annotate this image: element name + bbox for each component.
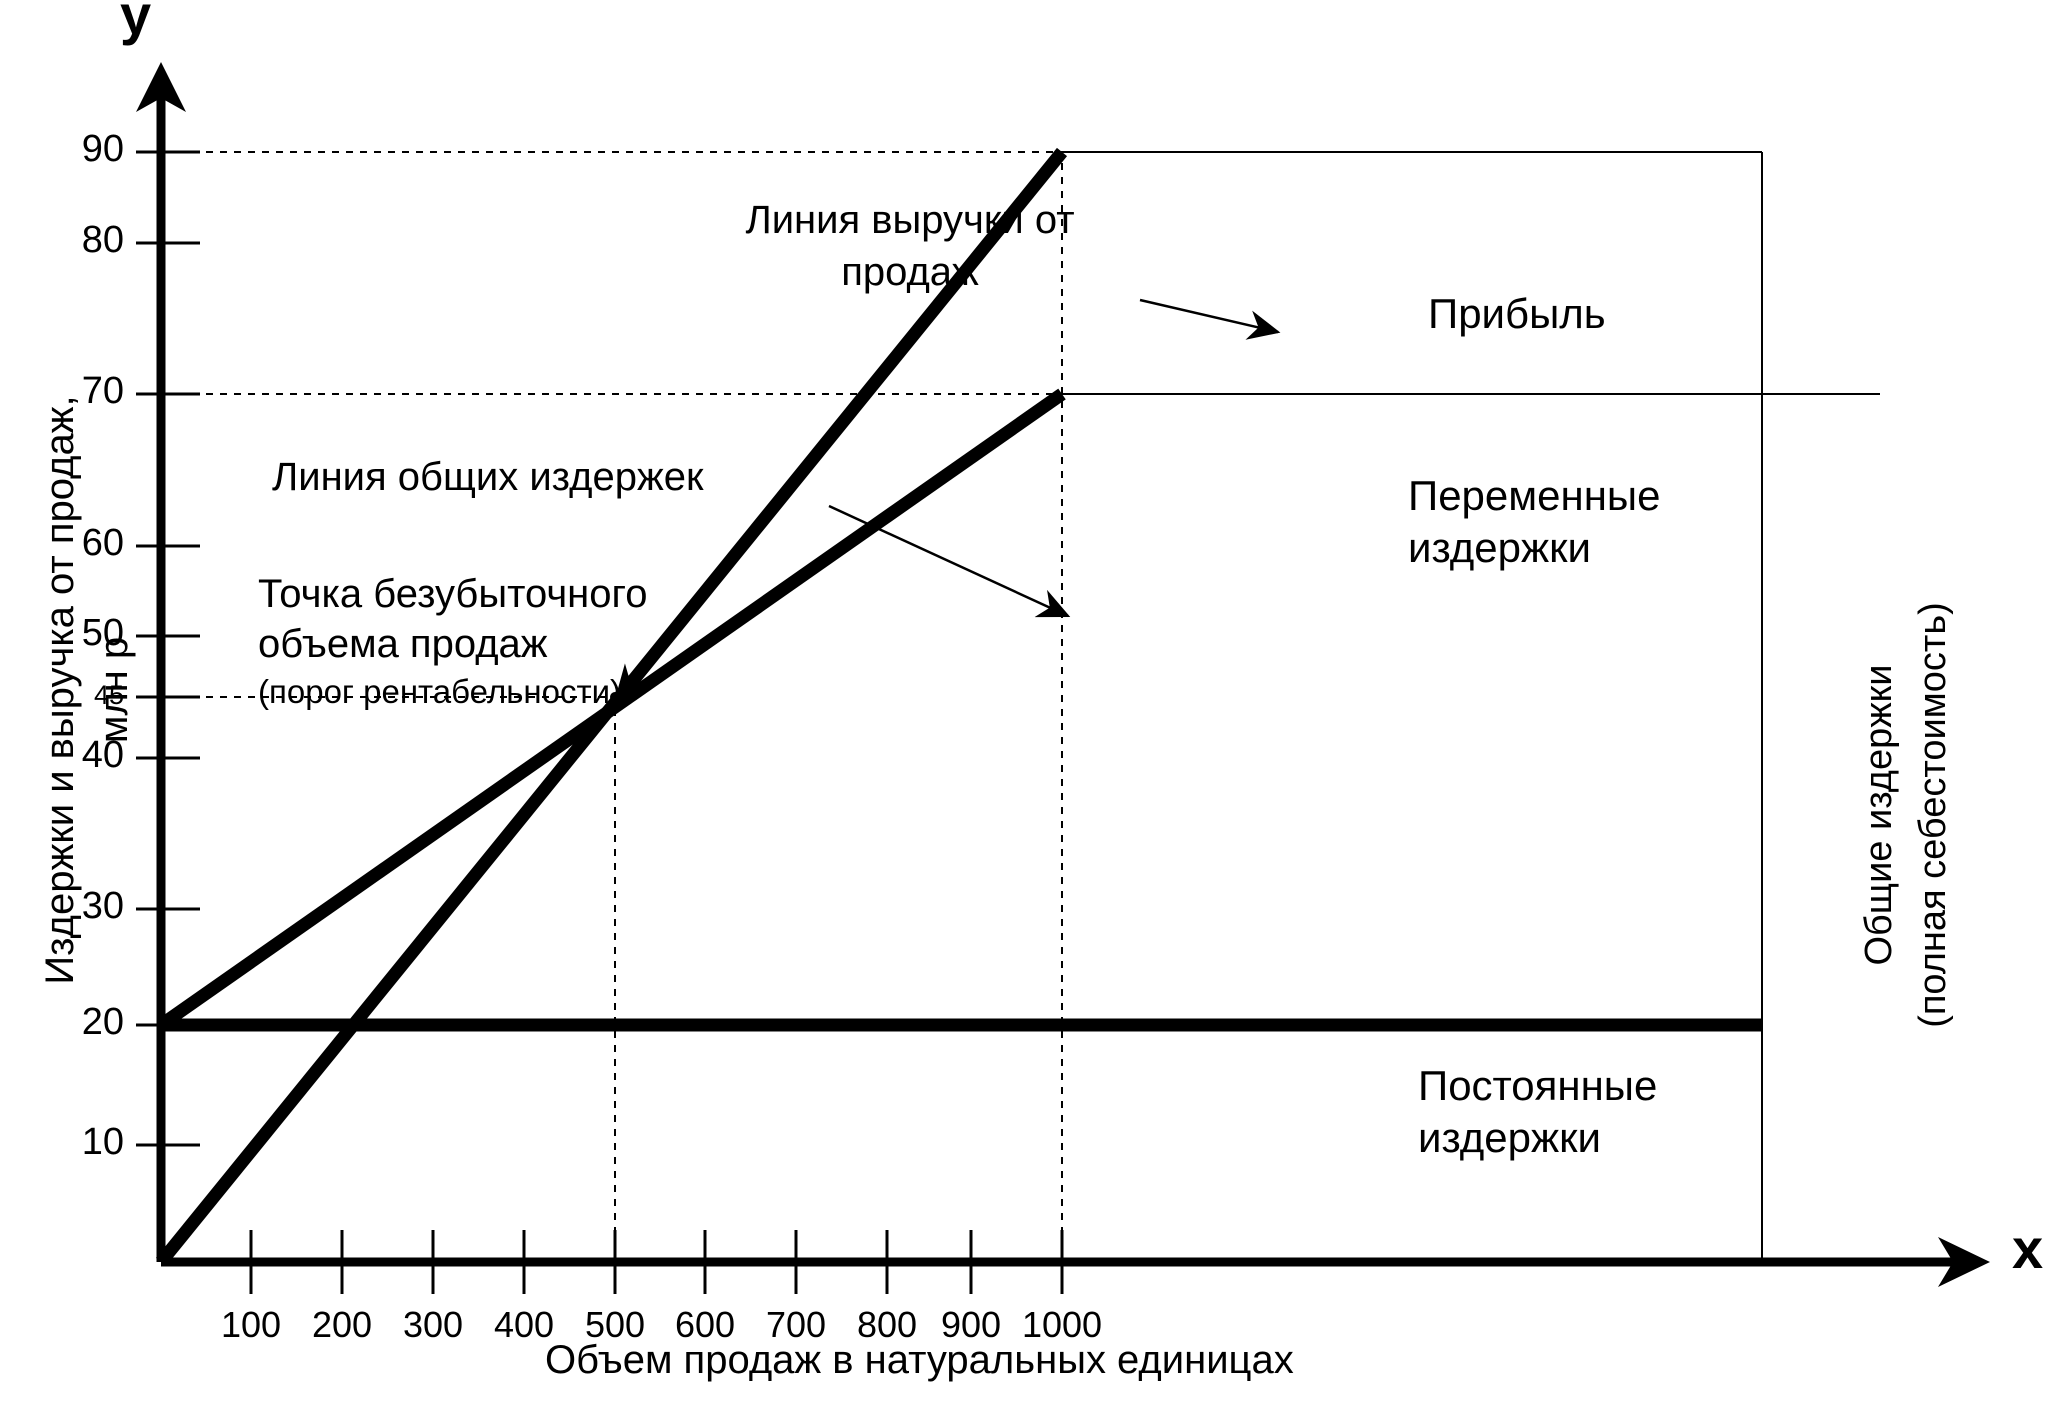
xtick-label-200: 200 (311, 1304, 373, 1345)
region-label-fixed-costs-line2: издержки (1418, 1114, 1601, 1161)
annotation-revenue-line-line1: Линия выручки от (745, 198, 1075, 242)
annotation-total-cost-line: Линия общих издержек (272, 455, 704, 499)
region-label-profit: Прибыль (1428, 290, 1606, 337)
xtick-label-500: 500 (584, 1304, 646, 1345)
total-cost-line[interactable] (157, 388, 1066, 1031)
right-axis-title-line1: Общие издержки (1858, 664, 1900, 966)
axes (136, 62, 1990, 1294)
xtick-label-100: 100 (220, 1304, 282, 1345)
ytick-label-45: 45 (93, 680, 124, 710)
xtick-label-800: 800 (856, 1304, 918, 1345)
xtick-label-400: 400 (493, 1304, 555, 1345)
region-label-variable-costs-line2: издержки (1408, 524, 1591, 571)
ytick-label-80: 80 (81, 219, 124, 261)
y-axis-symbol: y (120, 0, 152, 46)
annotation-leaders (610, 298, 1281, 702)
region-label-fixed-costs-line1: Постоянные (1418, 1062, 1658, 1109)
right-axis-title-line2: (полная себестоимость) (1912, 602, 1954, 1028)
region-label-variable-costs-line1: Переменные (1408, 472, 1661, 519)
leader-breakeven-point (615, 597, 701, 698)
ytick-label-60: 60 (81, 522, 124, 564)
ytick-label-90: 90 (81, 128, 124, 170)
xtick-label-700: 700 (765, 1304, 827, 1345)
annotation-breakeven-line2: объема продаж (258, 622, 548, 666)
ytick-label-70: 70 (81, 370, 124, 412)
x-axis-symbol: x (2012, 1217, 2044, 1280)
y-axis-title-line2: млн р (92, 636, 136, 744)
leader-revenue-line (1139, 298, 1281, 340)
ytick-label-20: 20 (81, 1001, 124, 1043)
xtick-label-1000: 1000 (1021, 1304, 1103, 1345)
xtick-label-600: 600 (674, 1304, 736, 1345)
ytick-label-50: 50 (81, 612, 124, 654)
data-series (155, 147, 1762, 1267)
x-axis-arrowhead (1938, 1237, 1990, 1287)
ytick-label-30: 30 (81, 885, 124, 927)
x-axis-title: Объем продаж в натуральных единицах (545, 1338, 1294, 1382)
annotation-breakeven-line1: Точка безубыточного (258, 572, 648, 616)
xtick-label-300: 300 (402, 1304, 464, 1345)
leader-total-cost-line (828, 504, 1071, 618)
guide-lines (136, 151, 1880, 1262)
ytick-label-10: 10 (81, 1121, 124, 1163)
breakeven-marker[interactable] (610, 692, 620, 702)
y-axis-title-line1: Издержки и выручка от продаж, (38, 395, 82, 985)
y-axis-arrowhead (136, 62, 186, 112)
annotation-revenue-line-line2: продаж (841, 250, 979, 294)
xtick-label-900: 900 (940, 1304, 1002, 1345)
annotation-breakeven-line3: (порог рентабельности) (258, 673, 621, 710)
ytick-label-40: 40 (81, 734, 124, 776)
